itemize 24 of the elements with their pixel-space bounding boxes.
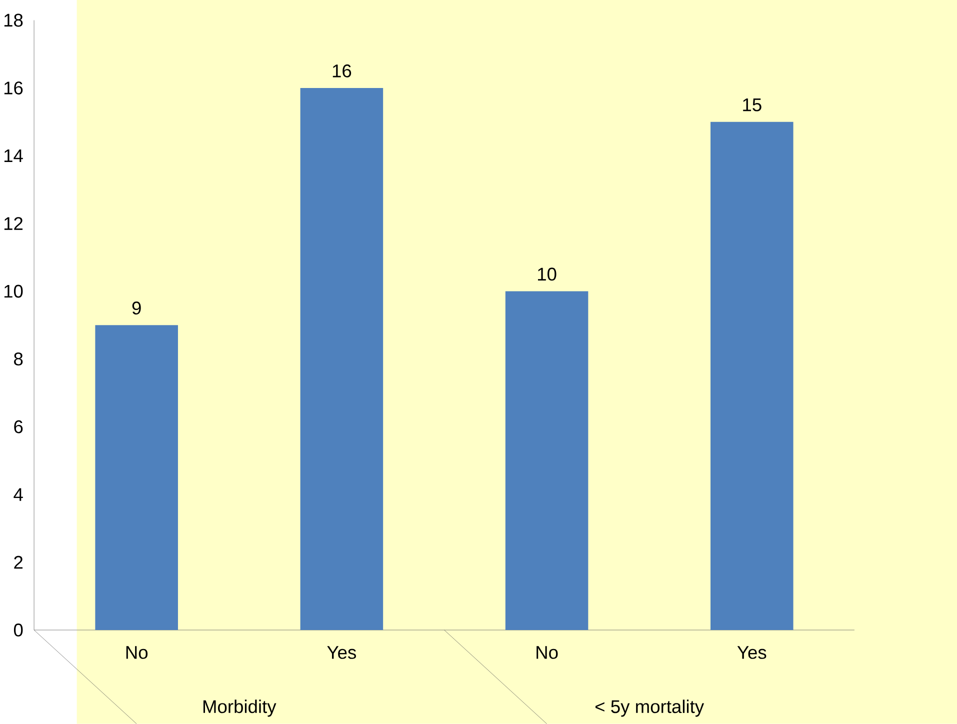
data-label: 16 xyxy=(332,64,352,78)
y-tick-label: 14 xyxy=(4,149,23,162)
y-tick-label: 18 xyxy=(4,14,23,27)
y-tick-label: 0 xyxy=(14,624,23,636)
y-tick-label: 4 xyxy=(14,488,23,501)
data-label: 15 xyxy=(743,98,762,112)
bar xyxy=(95,325,178,630)
x-tick-label: No xyxy=(536,646,558,659)
x-tick-label: Yes xyxy=(737,646,766,659)
y-tick-label: 16 xyxy=(4,82,23,94)
x-tick-label: No xyxy=(126,646,148,659)
data-label: 9 xyxy=(132,302,141,315)
bar xyxy=(300,88,384,630)
text: < 5y mortality xyxy=(596,700,704,717)
x-tick-label: Yes xyxy=(327,646,356,659)
bar xyxy=(710,122,794,630)
y-tick-label: 6 xyxy=(14,420,23,434)
y-tick-label: 10 xyxy=(4,284,23,298)
bar xyxy=(505,291,588,630)
y-tick-label: 12 xyxy=(4,217,23,230)
y-tick-label: 8 xyxy=(14,352,23,366)
data-label: 10 xyxy=(538,268,556,281)
text: Morbidity xyxy=(203,700,276,717)
y-tick-label: 2 xyxy=(14,556,23,569)
